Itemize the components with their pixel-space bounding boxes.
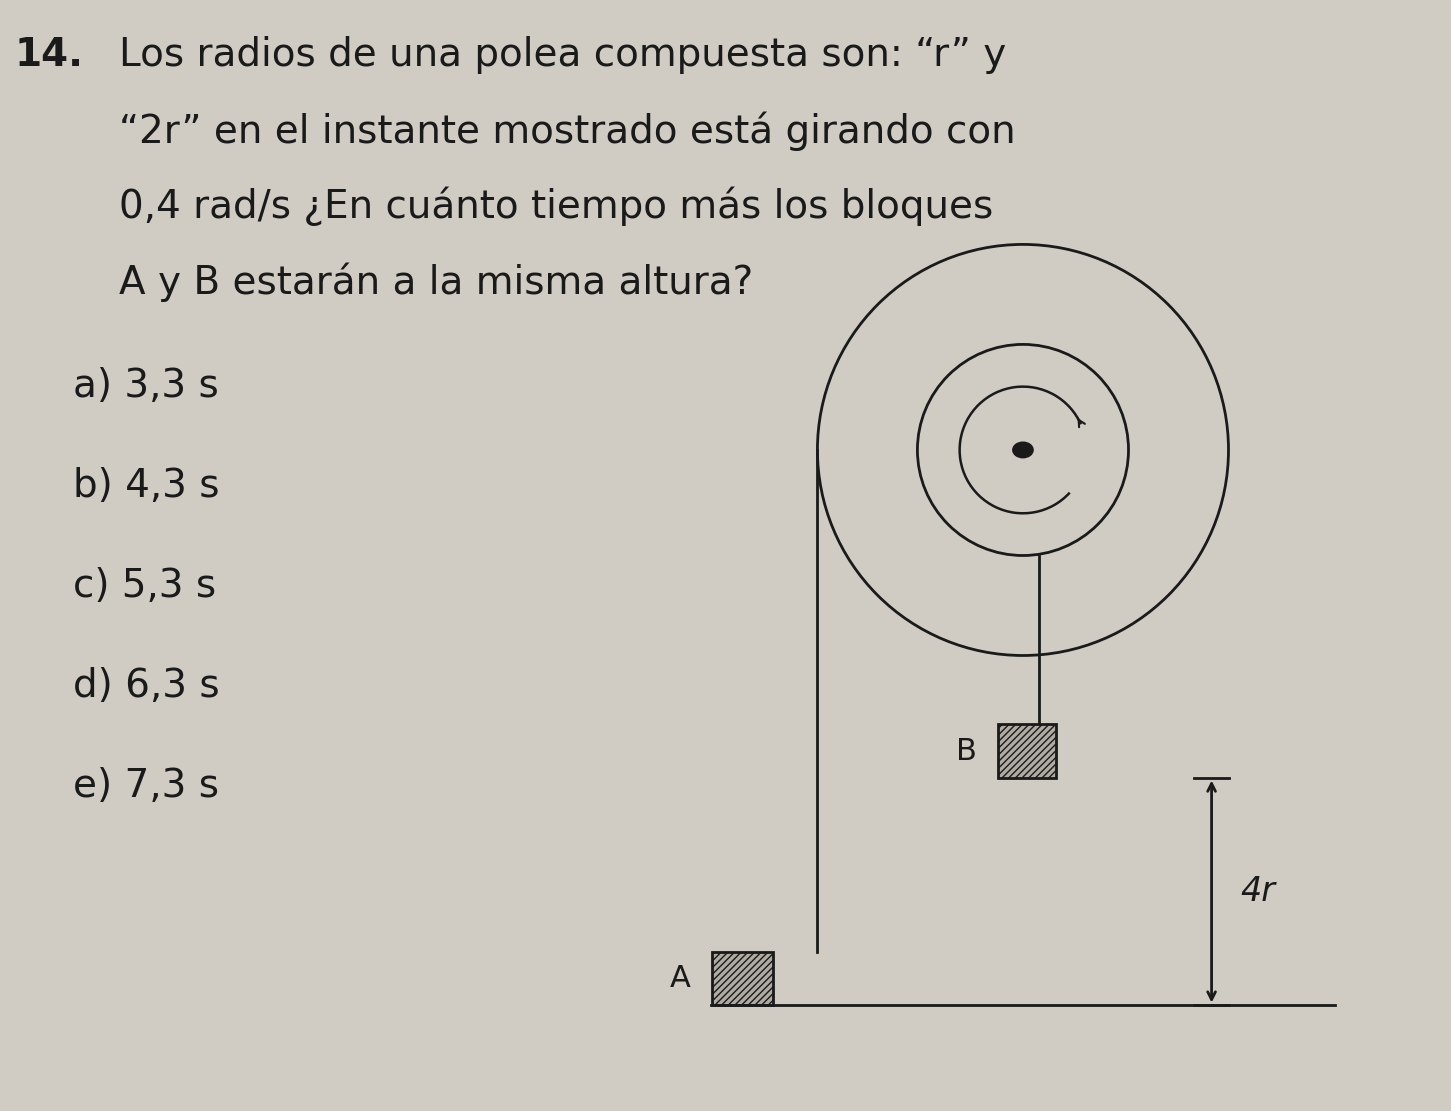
Text: b) 4,3 s: b) 4,3 s [73,467,219,504]
Text: c) 5,3 s: c) 5,3 s [73,567,216,604]
Text: A: A [670,964,691,993]
Bar [712,952,773,1005]
Bar [998,724,1056,778]
Bar [712,952,773,1005]
Text: 14.: 14. [15,36,84,73]
Text: 0,4 rad/s ¿En cuánto tiempo más los bloques: 0,4 rad/s ¿En cuánto tiempo más los bloq… [119,187,994,227]
Text: e) 7,3 s: e) 7,3 s [73,767,219,804]
Circle shape [1013,442,1033,458]
Text: 4r: 4r [1241,875,1275,908]
Text: Los radios de una polea compuesta son: “r” y: Los radios de una polea compuesta son: “… [119,36,1006,73]
Bar [998,724,1056,778]
Text: “2r” en el instante mostrado está girando con: “2r” en el instante mostrado está girand… [119,111,1016,151]
Text: A y B estarán a la misma altura?: A y B estarán a la misma altura? [119,262,753,302]
Text: B: B [956,737,977,765]
Text: a) 3,3 s: a) 3,3 s [73,367,218,404]
Text: d) 6,3 s: d) 6,3 s [73,667,219,704]
